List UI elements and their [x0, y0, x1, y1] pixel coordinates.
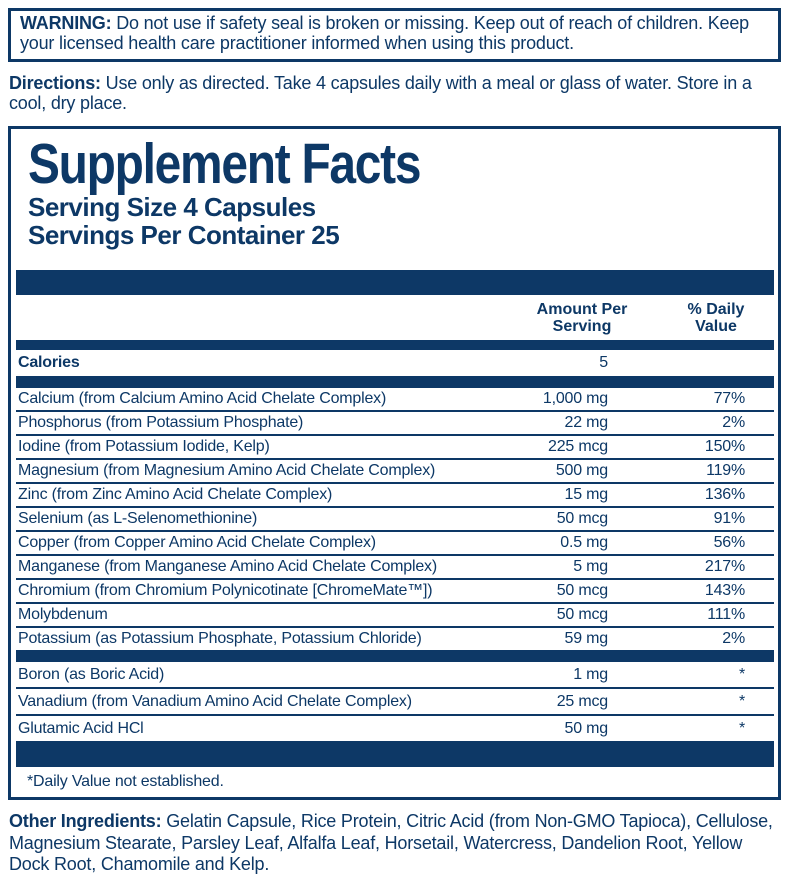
nutrient-amount: 59 mg: [564, 630, 609, 647]
directions: Directions: Use only as directed. Take 4…: [9, 73, 780, 113]
nutrient-name: Zinc (from Zinc Amino Acid Chelate Compl…: [18, 486, 333, 503]
divider-bar: [16, 340, 774, 350]
table-row: Potassium (as Potassium Phosphate, Potas…: [16, 628, 774, 650]
divider-bar: [16, 650, 774, 662]
nutrient-name: Chromium (from Chromium Polynicotinate […: [18, 582, 433, 599]
nutrient-name: Molybdenum: [18, 606, 108, 623]
no-daily-value-table: Boron (as Boric Acid) 1 mg * Vanadium (f…: [16, 662, 774, 741]
directions-text: Use only as directed. Take 4 capsules da…: [9, 73, 752, 113]
nutrient-amount: 225 mcg: [548, 438, 608, 455]
nutrient-percent: *: [738, 666, 745, 683]
nutrient-percent: 119%: [706, 462, 745, 479]
table-row: Iodine (from Potassium Iodide, Kelp) 225…: [16, 436, 774, 460]
supplement-facts-panel: Supplement Facts Serving Size 4 Capsules…: [8, 126, 781, 800]
nutrient-percent: 56%: [713, 534, 746, 551]
nutrient-name: Potassium (as Potassium Phosphate, Potas…: [18, 630, 422, 647]
divider-bar-thick: [16, 270, 774, 295]
nutrient-name: Selenium (as L-Selenomethionine): [18, 510, 258, 527]
table-row: Magnesium (from Magnesium Amino Acid Che…: [16, 460, 774, 484]
serving-size: Serving Size 4 Capsules: [28, 192, 316, 222]
divider-bar-thick: [16, 741, 774, 767]
nutrient-amount: 22 mg: [564, 414, 609, 431]
other-ingredients: Other Ingredients: Gelatin Capsule, Rice…: [9, 811, 780, 876]
nutrient-amount: 1 mg: [573, 666, 608, 683]
divider-bar: [16, 376, 774, 388]
nutrient-amount: 5 mg: [573, 558, 608, 575]
warning-label: WARNING:: [20, 13, 112, 33]
percent-header-line2: Value: [695, 318, 737, 335]
nutrient-percent: 143%: [704, 582, 745, 599]
table-row: Copper (from Copper Amino Acid Chelate C…: [16, 532, 774, 556]
nutrient-amount: 50 mcg: [556, 582, 608, 599]
nutrient-amount: 50 mcg: [556, 510, 608, 527]
column-header-percent-daily-value: % Daily Value: [688, 301, 745, 335]
nutrient-name: Magnesium (from Magnesium Amino Acid Che…: [18, 462, 436, 479]
nutrient-amount: 0.5 mg: [560, 534, 608, 551]
nutrient-name: Calcium (from Calcium Amino Acid Chelate…: [18, 390, 387, 407]
table-row: Chromium (from Chromium Polynicotinate […: [16, 580, 774, 604]
directions-label: Directions:: [9, 73, 101, 93]
servings-per-container: Servings Per Container 25: [28, 220, 340, 250]
nutrient-amount: 50 mg: [564, 720, 609, 737]
table-row: Calcium (from Calcium Amino Acid Chelate…: [16, 388, 774, 412]
nutrient-percent: 77%: [713, 390, 746, 407]
nutrient-name: Glutamic Acid HCl: [18, 720, 144, 737]
nutrient-table: Calcium (from Calcium Amino Acid Chelate…: [16, 388, 774, 650]
table-row: Glutamic Acid HCl 50 mg *: [16, 716, 774, 741]
table-row: Vanadium (from Vanadium Amino Acid Chela…: [16, 689, 774, 716]
nutrient-name: Iodine (from Potassium Iodide, Kelp): [18, 438, 270, 455]
calories-section: Calories 5: [16, 350, 774, 376]
nutrient-name: Copper (from Copper Amino Acid Chelate C…: [18, 534, 376, 551]
daily-value-footnote: *Daily Value not established.: [27, 773, 224, 790]
nutrient-percent: 150%: [704, 438, 745, 455]
nutrient-amount: 15 mg: [564, 486, 609, 503]
other-ingredients-text: Gelatin Capsule, Rice Protein, Citric Ac…: [9, 811, 773, 874]
warning-text: Do not use if safety seal is broken or m…: [20, 13, 749, 53]
nutrient-percent: 2%: [722, 630, 745, 647]
nutrient-percent: 111%: [707, 606, 745, 623]
other-ingredients-label: Other Ingredients:: [9, 811, 162, 831]
table-row: Boron (as Boric Acid) 1 mg *: [16, 662, 774, 689]
percent-header-line1: % Daily: [687, 301, 745, 318]
nutrient-name: Phosphorus (from Potassium Phosphate): [18, 414, 304, 431]
table-row: Phosphorus (from Potassium Phosphate) 22…: [16, 412, 774, 436]
nutrient-percent: *: [738, 720, 745, 737]
nutrient-name: Boron (as Boric Acid): [18, 666, 165, 683]
warning-box: WARNING: Do not use if safety seal is br…: [8, 8, 781, 62]
nutrient-name: Manganese (from Manganese Amino Acid Che…: [18, 558, 437, 575]
table-row: Selenium (as L-Selenomethionine) 50 mcg …: [16, 508, 774, 532]
nutrient-amount: 50 mcg: [556, 606, 608, 623]
nutrient-percent: *: [738, 693, 745, 710]
amount-header-line1: Amount Per: [536, 301, 628, 318]
nutrient-amount: 500 mg: [555, 462, 608, 479]
nutrient-percent: 91%: [713, 510, 746, 527]
table-column-headers: Amount Per Serving % Daily Value: [11, 299, 778, 337]
nutrient-amount: 5: [599, 354, 608, 371]
nutrient-percent: 217%: [704, 558, 745, 575]
nutrient-percent: 2%: [722, 414, 745, 431]
nutrient-percent: 136%: [704, 486, 745, 503]
nutrient-amount: 1,000 mg: [542, 390, 608, 407]
amount-header-line2: Serving: [552, 318, 612, 335]
nutrient-name: Calories: [18, 354, 80, 371]
table-row: Molybdenum 50 mcg 111%: [16, 604, 774, 628]
nutrient-name: Vanadium (from Vanadium Amino Acid Chela…: [18, 693, 412, 710]
calories-row: Calories 5: [16, 350, 774, 376]
supplement-facts-title: Supplement Facts: [28, 132, 421, 196]
nutrient-amount: 25 mcg: [556, 693, 608, 710]
column-header-amount-per-serving: Amount Per Serving: [537, 301, 628, 335]
table-row: Zinc (from Zinc Amino Acid Chelate Compl…: [16, 484, 774, 508]
table-row: Manganese (from Manganese Amino Acid Che…: [16, 556, 774, 580]
